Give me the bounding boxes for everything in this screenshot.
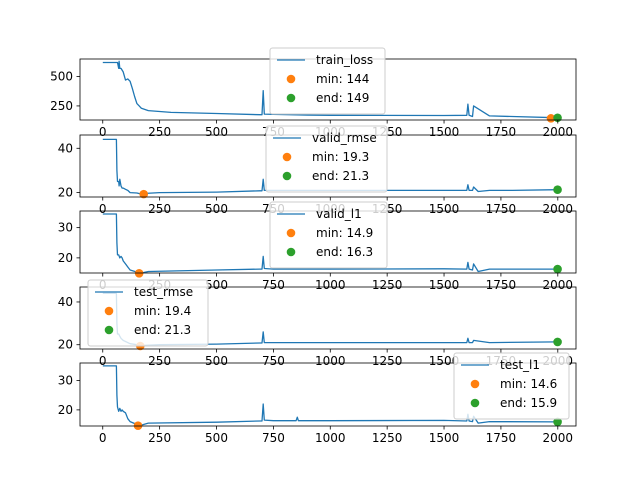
x-tick-label: 1250 <box>372 431 403 445</box>
x-tick-label: 1750 <box>486 202 517 216</box>
x-tick-label: 0 <box>99 125 107 139</box>
x-tick-label: 250 <box>148 125 171 139</box>
legend: valid_l1 min: 14.9 end: 16.3 <box>269 201 388 269</box>
legend-marker-handle <box>282 152 292 162</box>
subplot: 0250500750100012501500175020002040 <box>58 134 577 216</box>
legend: train_loss min: 144 end: 149 <box>269 47 386 115</box>
x-tick-label: 500 <box>205 125 228 139</box>
end-marker <box>553 417 562 427</box>
plot-area <box>102 138 558 195</box>
x-tick-label: 2000 <box>543 278 574 292</box>
x-tick-label: 750 <box>262 431 285 445</box>
legend-label: min: 14.9 <box>316 226 373 240</box>
legend-label: end: 21.3 <box>312 169 369 183</box>
legend: valid_rmse min: 19.3 end: 21.3 <box>265 125 388 193</box>
end-marker <box>553 185 562 194</box>
legend-marker-handle <box>286 228 296 238</box>
y-tick-label: 30 <box>58 374 73 388</box>
legend-marker-handle <box>470 379 480 389</box>
y-tick-label: 30 <box>58 221 73 235</box>
legend-marker-handle <box>470 398 480 408</box>
series-line <box>102 60 556 119</box>
legend-label: end: 21.3 <box>134 323 191 337</box>
y-tick-label: 40 <box>58 295 73 309</box>
x-tick-label: 1500 <box>429 202 460 216</box>
x-tick-label: 1750 <box>486 125 517 139</box>
x-tick-label: 2000 <box>543 202 574 216</box>
end-marker <box>553 264 562 274</box>
legend-frame <box>453 352 570 420</box>
y-tick-label: 20 <box>58 338 73 352</box>
legend-marker-handle <box>104 306 114 316</box>
x-tick-label: 1500 <box>429 354 460 368</box>
x-tick-label: 1750 <box>486 278 517 292</box>
x-tick-label: 1000 <box>315 278 346 292</box>
y-tick-label: 40 <box>58 141 73 155</box>
axes-frame <box>79 286 577 350</box>
x-tick-label: 250 <box>148 354 171 368</box>
x-tick-label: 2000 <box>543 125 574 139</box>
x-tick-label: 500 <box>205 431 228 445</box>
x-tick-label: 1500 <box>429 278 460 292</box>
legend-label: valid_l1 <box>316 207 362 221</box>
legend: test_l1 min: 14.6 end: 15.9 <box>453 352 570 420</box>
legend-label: end: 16.3 <box>316 245 373 259</box>
y-tick-label: 250 <box>50 99 73 113</box>
legend-label: test_rmse <box>134 285 193 299</box>
legend-label: train_loss <box>316 53 373 67</box>
x-tick-label: 500 <box>205 202 228 216</box>
x-tick-label: 250 <box>148 202 171 216</box>
legend-marker-handle <box>286 74 296 84</box>
legend-label: min: 19.3 <box>312 150 369 164</box>
x-tick-label: 500 <box>205 354 228 368</box>
x-tick-label: 2000 <box>543 431 574 445</box>
legend-marker-handle <box>282 171 292 181</box>
x-tick-label: 0 <box>99 202 107 216</box>
x-tick-label: 1000 <box>315 354 346 368</box>
x-tick-label: 250 <box>148 431 171 445</box>
legend-label: valid_rmse <box>312 131 377 145</box>
end-marker <box>553 337 562 347</box>
plot-area <box>102 60 556 119</box>
legend-label: min: 14.6 <box>500 377 557 391</box>
x-tick-label: 1500 <box>429 431 460 445</box>
legend-marker-handle <box>286 247 296 257</box>
legend-label: end: 149 <box>316 91 369 105</box>
x-tick-label: 500 <box>205 278 228 292</box>
x-tick-label: 1250 <box>372 354 403 368</box>
series-line <box>102 213 558 273</box>
x-tick-label: 1250 <box>372 278 403 292</box>
x-tick-label: 0 <box>99 431 107 445</box>
x-tick-label: 1750 <box>486 431 517 445</box>
legend-marker-handle <box>286 93 296 103</box>
legend-frame <box>269 47 386 115</box>
legend-frame <box>87 279 209 347</box>
legend-frame <box>265 125 388 193</box>
min-marker <box>139 189 149 199</box>
y-tick-label: 20 <box>58 186 73 200</box>
legend-frame <box>269 201 388 269</box>
legend-marker-handle <box>104 325 114 335</box>
min-marker <box>546 114 556 123</box>
plot-area <box>102 213 558 273</box>
legend-label: min: 19.4 <box>134 304 191 318</box>
legend: test_rmse min: 19.4 end: 21.3 <box>87 279 209 347</box>
y-tick-label: 20 <box>58 251 73 265</box>
x-tick-label: 750 <box>262 354 285 368</box>
y-tick-label: 500 <box>50 70 73 84</box>
series-line <box>102 138 558 195</box>
y-tick-label: 20 <box>58 403 73 417</box>
x-tick-label: 1000 <box>315 431 346 445</box>
legend-label: min: 144 <box>316 72 369 86</box>
x-tick-label: 750 <box>262 278 285 292</box>
legend-label: test_l1 <box>500 358 540 372</box>
x-tick-label: 0 <box>99 354 107 368</box>
x-tick-label: 1500 <box>429 125 460 139</box>
axes-frame <box>79 362 577 427</box>
legend-label: end: 15.9 <box>500 396 557 410</box>
